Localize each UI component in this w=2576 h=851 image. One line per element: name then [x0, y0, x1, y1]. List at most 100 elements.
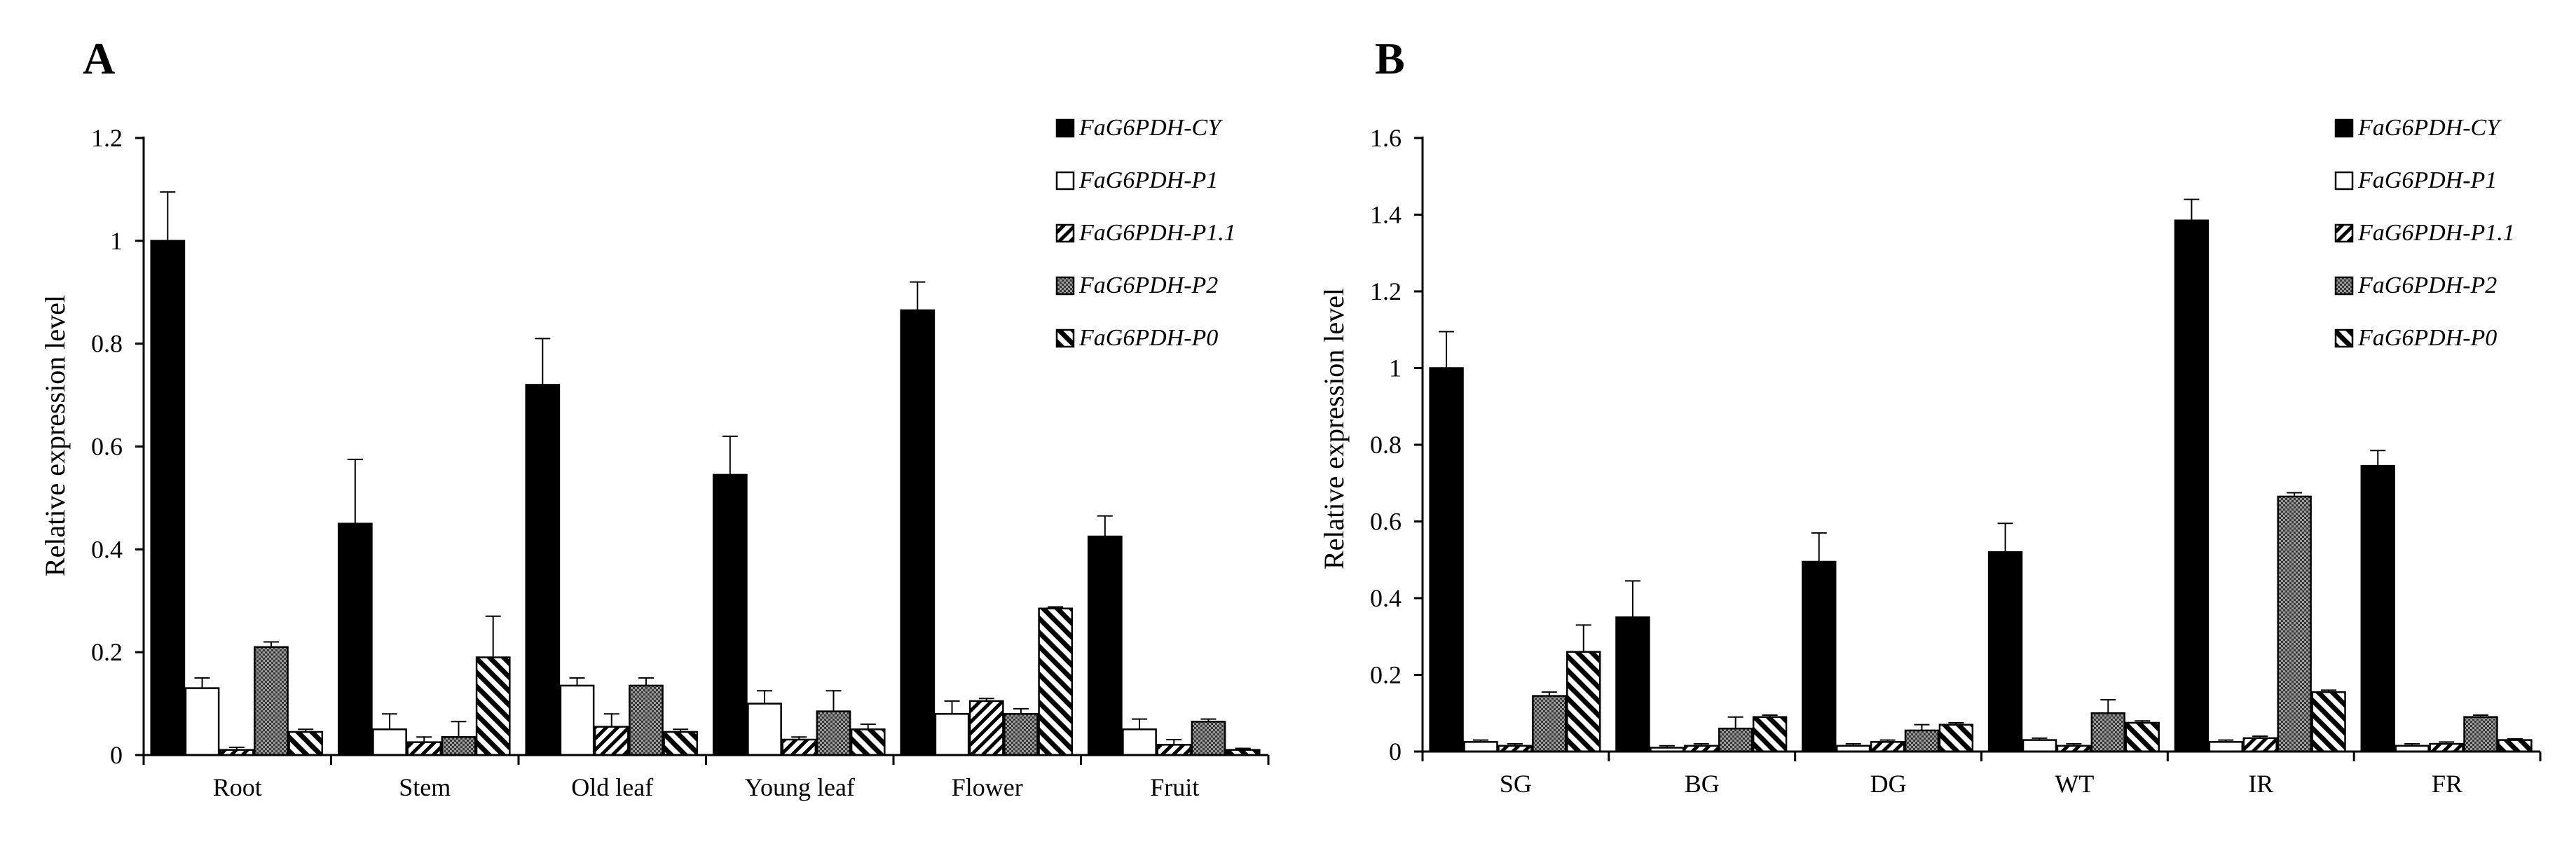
- bar-FaG6PDH-P0-Flower: [1038, 607, 1074, 756]
- error-bar: [1439, 331, 1455, 368]
- error-bar: [1811, 532, 1827, 562]
- x-tick-label: Flower: [952, 773, 1023, 801]
- error-bar: [2066, 743, 2082, 746]
- error-bar: [382, 713, 398, 730]
- bar-FaG6PDH-P0-DG: [1938, 724, 1974, 753]
- y-tick-label: 1.4: [1370, 201, 1402, 229]
- legend-item: FaG6PDH-P1: [1055, 167, 1218, 193]
- y-tick-label: 0.8: [1370, 431, 1402, 459]
- bar-FaG6PDH-P1.1-IR: [2242, 737, 2277, 753]
- legend-swatch: [2334, 171, 2354, 191]
- error-bar: [298, 728, 314, 732]
- error-bar: [2370, 450, 2386, 466]
- legend-swatch: [2334, 223, 2354, 243]
- error-bar: [603, 713, 619, 727]
- bar-FaG6PDH-P0-Young leaf: [850, 728, 886, 756]
- error-bar: [2507, 738, 2523, 740]
- error-bar: [978, 698, 994, 701]
- legend-label: FaG6PDH-P0: [1078, 325, 1218, 351]
- error-bar: [485, 615, 501, 658]
- error-bar: [1879, 739, 1896, 742]
- legend-swatch: [2334, 118, 2354, 138]
- legend-swatch: [2334, 328, 2354, 348]
- error-bar: [2287, 492, 2303, 497]
- bar-FaG6PDH-P1.1-Old leaf: [594, 726, 629, 756]
- error-bar: [1624, 580, 1640, 618]
- y-tick-label: 1.2: [1370, 277, 1402, 305]
- bar-FaG6PDH-P2-WT: [2090, 712, 2126, 753]
- bar-FaG6PDH-P0-Root: [288, 731, 324, 756]
- y-tick-label: 1.6: [1370, 124, 1402, 152]
- error-bar: [757, 690, 773, 704]
- y-tick-label: 0.6: [1370, 508, 1402, 536]
- bar-FaG6PDH-P1.1-Stem: [406, 741, 442, 756]
- legend: FaG6PDH-CY FaG6PDH-P1 FaG6PDH-P1.1 FaG6PDH-…: [2334, 115, 2515, 351]
- bar-FaG6PDH-P1-Young leaf: [747, 703, 782, 756]
- error-bar: [263, 641, 279, 647]
- error-bar: [228, 746, 245, 750]
- y-axis-ticks: 0 0.2 0.4 0.6 0.8 1 1.2 1.4 1.6: [1370, 124, 1424, 766]
- legend: FaG6PDH-CY FaG6PDH-P1 FaG6PDH-P1.1 FaG6PDH-…: [1055, 115, 1236, 351]
- bar-FaG6PDH-P2-Flower: [1003, 713, 1039, 756]
- bar-FaG6PDH-P1.1-Fruit: [1156, 744, 1192, 756]
- error-bar: [2404, 743, 2420, 746]
- bar-FaG6PDH-P0-Old leaf: [663, 731, 699, 756]
- error-bar: [722, 435, 738, 475]
- y-tick-label: 0.2: [1370, 661, 1402, 689]
- bar-FaG6PDH-P2-Root: [254, 646, 289, 756]
- legend-swatch: [1055, 171, 1075, 191]
- bar-FaG6PDH-CY-FR: [2360, 464, 2395, 753]
- bar-FaG6PDH-P2-FR: [2463, 716, 2498, 753]
- error-bar: [1948, 721, 1964, 725]
- error-bar: [791, 736, 807, 740]
- y-axis-ticks: 0 0.2 0.4 0.6 0.8 1 1.2: [91, 124, 145, 769]
- bar-FaG6PDH-P1.1-FR: [2429, 742, 2464, 753]
- y-tick-label: 1.2: [91, 124, 123, 152]
- x-axis: Root Stem Old leaf Young leaf Flower Fruit: [142, 754, 1270, 801]
- error-bar: [2252, 735, 2268, 738]
- bar-FaG6PDH-P2-DG: [1904, 729, 1940, 753]
- x-tick-label: Root: [213, 773, 262, 801]
- error-bar: [860, 723, 876, 730]
- bar-FaG6PDH-P2-Stem: [441, 736, 477, 756]
- legend-swatch: [1055, 223, 1075, 243]
- bar-FaG6PDH-CY-Stem: [337, 523, 373, 756]
- error-bar: [944, 700, 960, 714]
- y-tick-label: 0.6: [91, 433, 123, 461]
- y-tick-label: 0: [110, 741, 123, 769]
- legend-label: FaG6PDH-P1.1: [1078, 220, 1236, 246]
- panel-label: B: [1375, 34, 1405, 83]
- error-bar: [1727, 716, 1743, 729]
- bar-FaG6PDH-CY-WT: [1987, 551, 2023, 753]
- bar-FaG6PDH-CY-Fruit: [1087, 535, 1123, 756]
- bar-FaG6PDH-P1.1-Young leaf: [781, 738, 817, 756]
- legend-item: FaG6PDH-P1: [2334, 167, 2497, 193]
- bar-FaG6PDH-P2-Young leaf: [816, 710, 851, 756]
- bar-FaG6PDH-P1.1-DG: [1870, 741, 1905, 753]
- x-tick-label: Stem: [399, 773, 451, 801]
- y-tick-label: 0: [1389, 738, 1402, 766]
- error-bar: [2184, 198, 2200, 221]
- bar-FaG6PDH-P1-Stem: [372, 728, 407, 756]
- error-bar: [2100, 699, 2116, 714]
- bar-FaG6PDH-P0-FR: [2498, 739, 2533, 753]
- error-bar: [1097, 515, 1113, 537]
- bar-FaG6PDH-P0-IR: [2311, 691, 2346, 753]
- bar-FaG6PDH-P0-SG: [1566, 651, 1601, 753]
- error-bar: [1997, 523, 2013, 553]
- bar-FaG6PDH-P2-SG: [1532, 695, 1567, 753]
- y-tick-label: 0.8: [91, 330, 123, 358]
- y-tick-label: 0.4: [91, 535, 123, 563]
- legend-swatch: [2334, 276, 2354, 296]
- error-bar: [1693, 743, 1709, 746]
- bar-FaG6PDH-CY-Young leaf: [712, 473, 748, 756]
- bar-FaG6PDH-P0-BG: [1752, 716, 1788, 753]
- error-bar: [2472, 714, 2488, 717]
- error-bar: [347, 458, 363, 524]
- bars: [150, 191, 1261, 756]
- legend-item: FaG6PDH-P0: [2334, 325, 2497, 351]
- x-axis: SG BG DG WT IR FR: [1421, 750, 2542, 798]
- bar-FaG6PDH-CY-DG: [1802, 560, 1837, 753]
- error-bar: [673, 728, 689, 732]
